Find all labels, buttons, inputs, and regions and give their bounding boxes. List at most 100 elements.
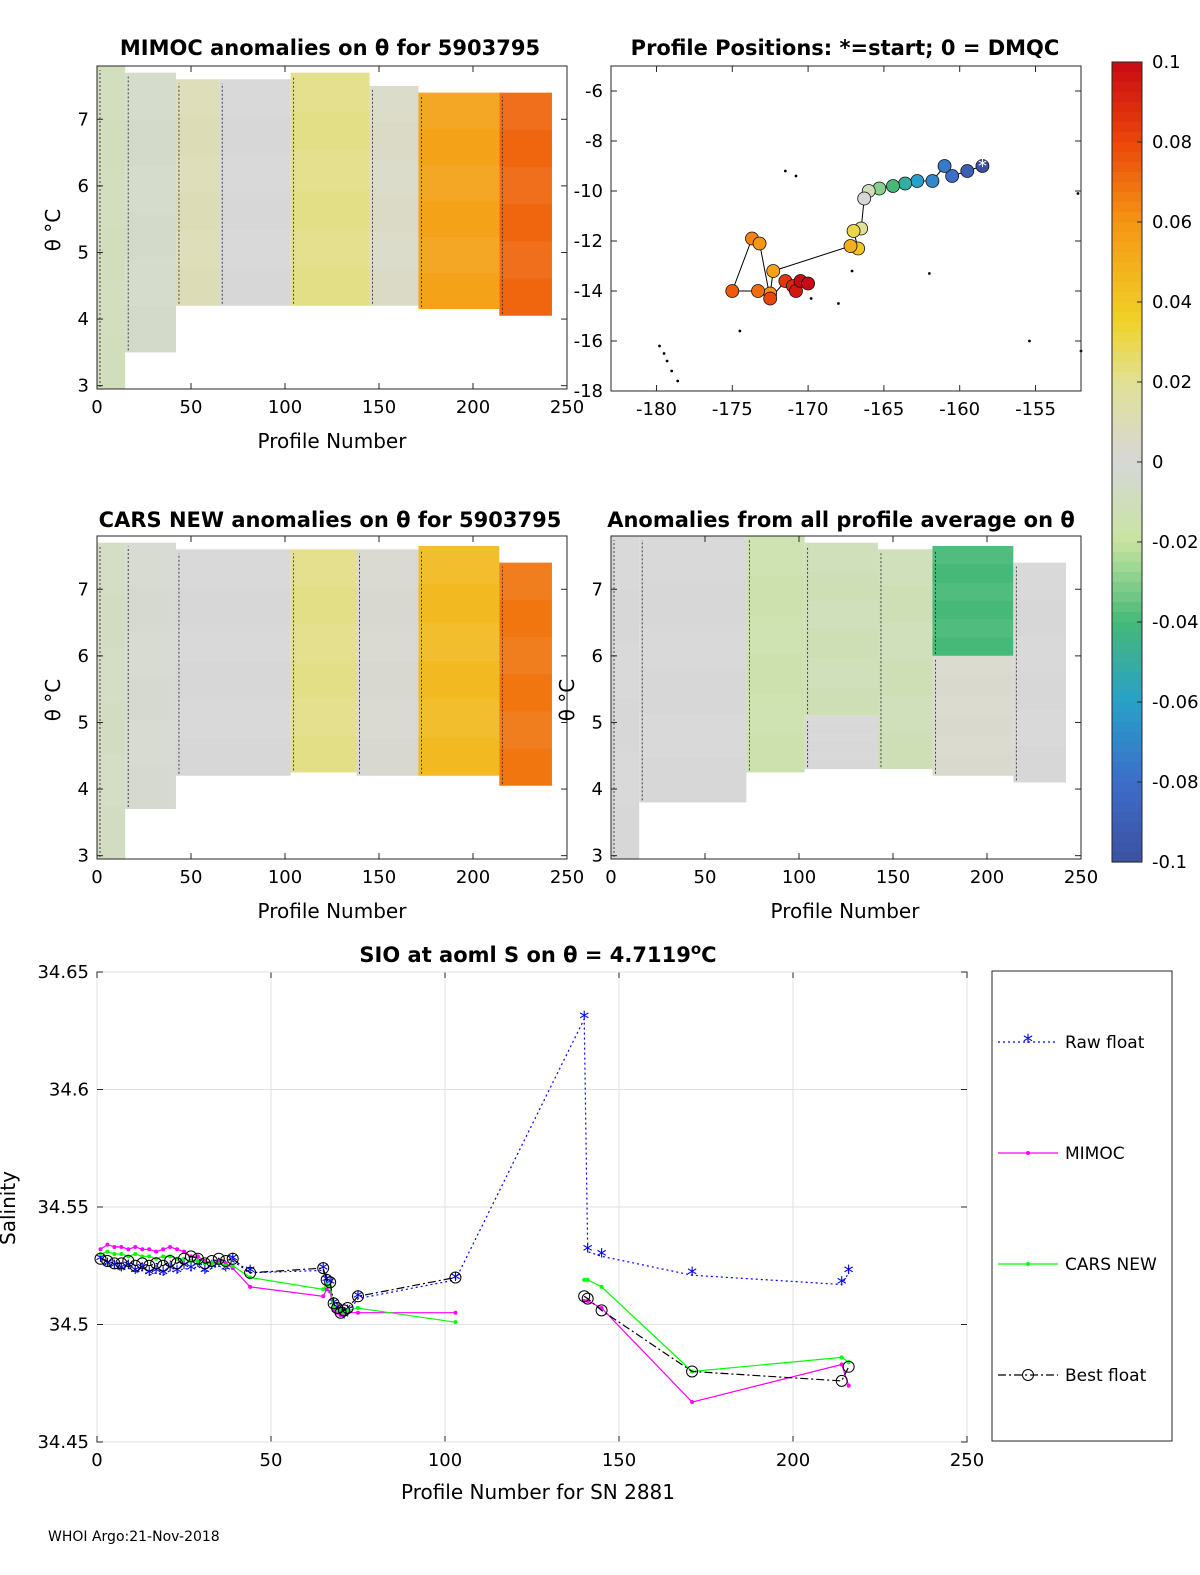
positions-xtick-label: -175 [712,399,753,420]
mimoc-anomaly-band [97,173,126,228]
mimoc-anomaly-band [125,259,176,306]
average-xtick-label: 50 [694,867,717,888]
data-point-best-float [320,1273,333,1286]
colorbar-swatch [1112,162,1142,173]
legend-label: CARS NEW [1065,1255,1157,1275]
island-dot [1076,192,1080,195]
cars-anomaly-band [290,698,357,736]
profile-position-marker [945,169,960,183]
cars-anomaly-band [175,700,291,739]
average-ylabel: θ °C [555,679,579,722]
data-point-raw-float: * [207,1256,217,1280]
colorbar-swatch [1112,832,1142,843]
data-point-cars-new [105,1249,110,1254]
data-point-raw-float: * [144,1263,154,1287]
colorbar-swatch [1112,432,1142,443]
mimoc-xlabel: Profile Number [258,429,408,453]
data-point-cars-new [582,1277,587,1282]
data-point-best-float [244,1266,257,1279]
data-point-mimoc [846,1383,851,1388]
legend-label: Raw float [1065,1033,1145,1053]
cars-anomaly-cell [418,545,500,776]
cars-anomaly-band [175,549,291,588]
colorbar-tick-label: 0.08 [1152,132,1192,153]
colorbar-swatch [1112,92,1142,103]
data-point-raw-float: * [687,1263,697,1287]
data-point-cars-new [585,1277,590,1282]
salinity-title-unit: C [701,943,716,967]
data-point-best-float [108,1257,121,1270]
legend-marker [1026,1151,1030,1155]
cars-anomaly-cell [290,549,357,773]
colorbar-swatch [1112,722,1142,733]
mimoc-xtick-label: 100 [268,397,302,418]
colorbar-swatch [1112,452,1142,463]
island-dot [658,344,661,348]
average-anomaly-cell [746,536,805,773]
data-point-cars-new [147,1254,152,1259]
profile-position-marker [857,191,872,206]
mimoc-xtick-label: 50 [180,397,203,418]
data-point-raw-float: * [130,1261,140,1285]
series-line-best-float [100,1255,850,1382]
colorbar-swatch [1112,302,1142,313]
colorbar-swatch [1112,422,1142,433]
data-point-best-float [136,1257,149,1270]
colorbar-swatch [1112,382,1142,393]
colorbar-swatch [1112,652,1142,663]
salinity-xtick-label: 0 [91,1450,102,1471]
colorbar-tick-label: 0.06 [1152,212,1192,233]
cars-anomaly-band [418,699,500,738]
cars-anomaly-band [418,622,500,661]
data-point-best-float [205,1255,218,1268]
data-point-cars-new [356,1306,360,1311]
mimoc-anomaly-cell [219,79,291,306]
legend-frame [991,970,1173,1442]
colorbar-swatch [1112,732,1142,743]
data-point-best-float [212,1252,225,1265]
colorbar-swatch [1112,252,1142,263]
island-dot [783,169,787,173]
salinity-plot: 0 50 100 150 200 25034.4534.534.5534.634.65**… [37,962,984,1471]
average-plot: 0 50 100 150 200 250 3 4 5 6 7 [592,535,1098,888]
average-xtick-label: 150 [876,867,910,888]
colorbar-swatch [1112,492,1142,503]
cars-anomaly-band [290,549,357,587]
profile-position-marker [751,284,765,298]
colorbar-swatch [1112,352,1142,363]
colorbar-swatch [1112,602,1142,613]
colorbar-swatch [1112,102,1142,113]
cars-anomaly-band [175,624,291,663]
average-anomaly-band [932,582,1014,601]
colorbar-swatch [1112,802,1142,813]
average-ytick-label: 4 [592,779,603,800]
colorbar-swatch [1112,132,1142,143]
data-point-mimoc [98,1247,103,1252]
colorbar-swatch [1112,682,1142,693]
data-point-raw-float: * [158,1263,168,1287]
colorbar-tick-label: -0.02 [1152,532,1199,553]
average-anomaly-band [804,751,878,761]
positions-xtick-label: -170 [788,399,829,420]
cars-anomaly-band [499,562,552,600]
data-point-raw-float: * [151,1261,161,1285]
data-point-mimoc [690,1400,695,1405]
average-xlabel: Profile Number [771,899,921,923]
average-anomaly-cell [877,549,933,770]
colorbar-swatch [1112,272,1142,283]
cars-xtick-label: 200 [456,867,490,888]
data-point-raw-float: * [193,1254,203,1278]
legend-label: MIMOC [1065,1144,1125,1164]
mimoc-anomaly-band [369,232,419,270]
colorbar-swatch [1112,442,1142,453]
data-point-best-float [341,1302,354,1315]
colorbar-swatch [1112,762,1142,773]
data-point-cars-new [321,1287,326,1292]
cars-plot: 0 50 100 150 200 250 3 4 5 6 7 [78,535,584,888]
data-point-cars-new [168,1254,173,1259]
data-point-raw-float: * [318,1258,328,1282]
mimoc-anomaly-cell [418,92,500,310]
data-point-cars-new [140,1254,145,1259]
salinity-title-main: SIO at aoml S on θ = 4.7119 [359,943,690,967]
data-point-best-float [150,1257,163,1270]
